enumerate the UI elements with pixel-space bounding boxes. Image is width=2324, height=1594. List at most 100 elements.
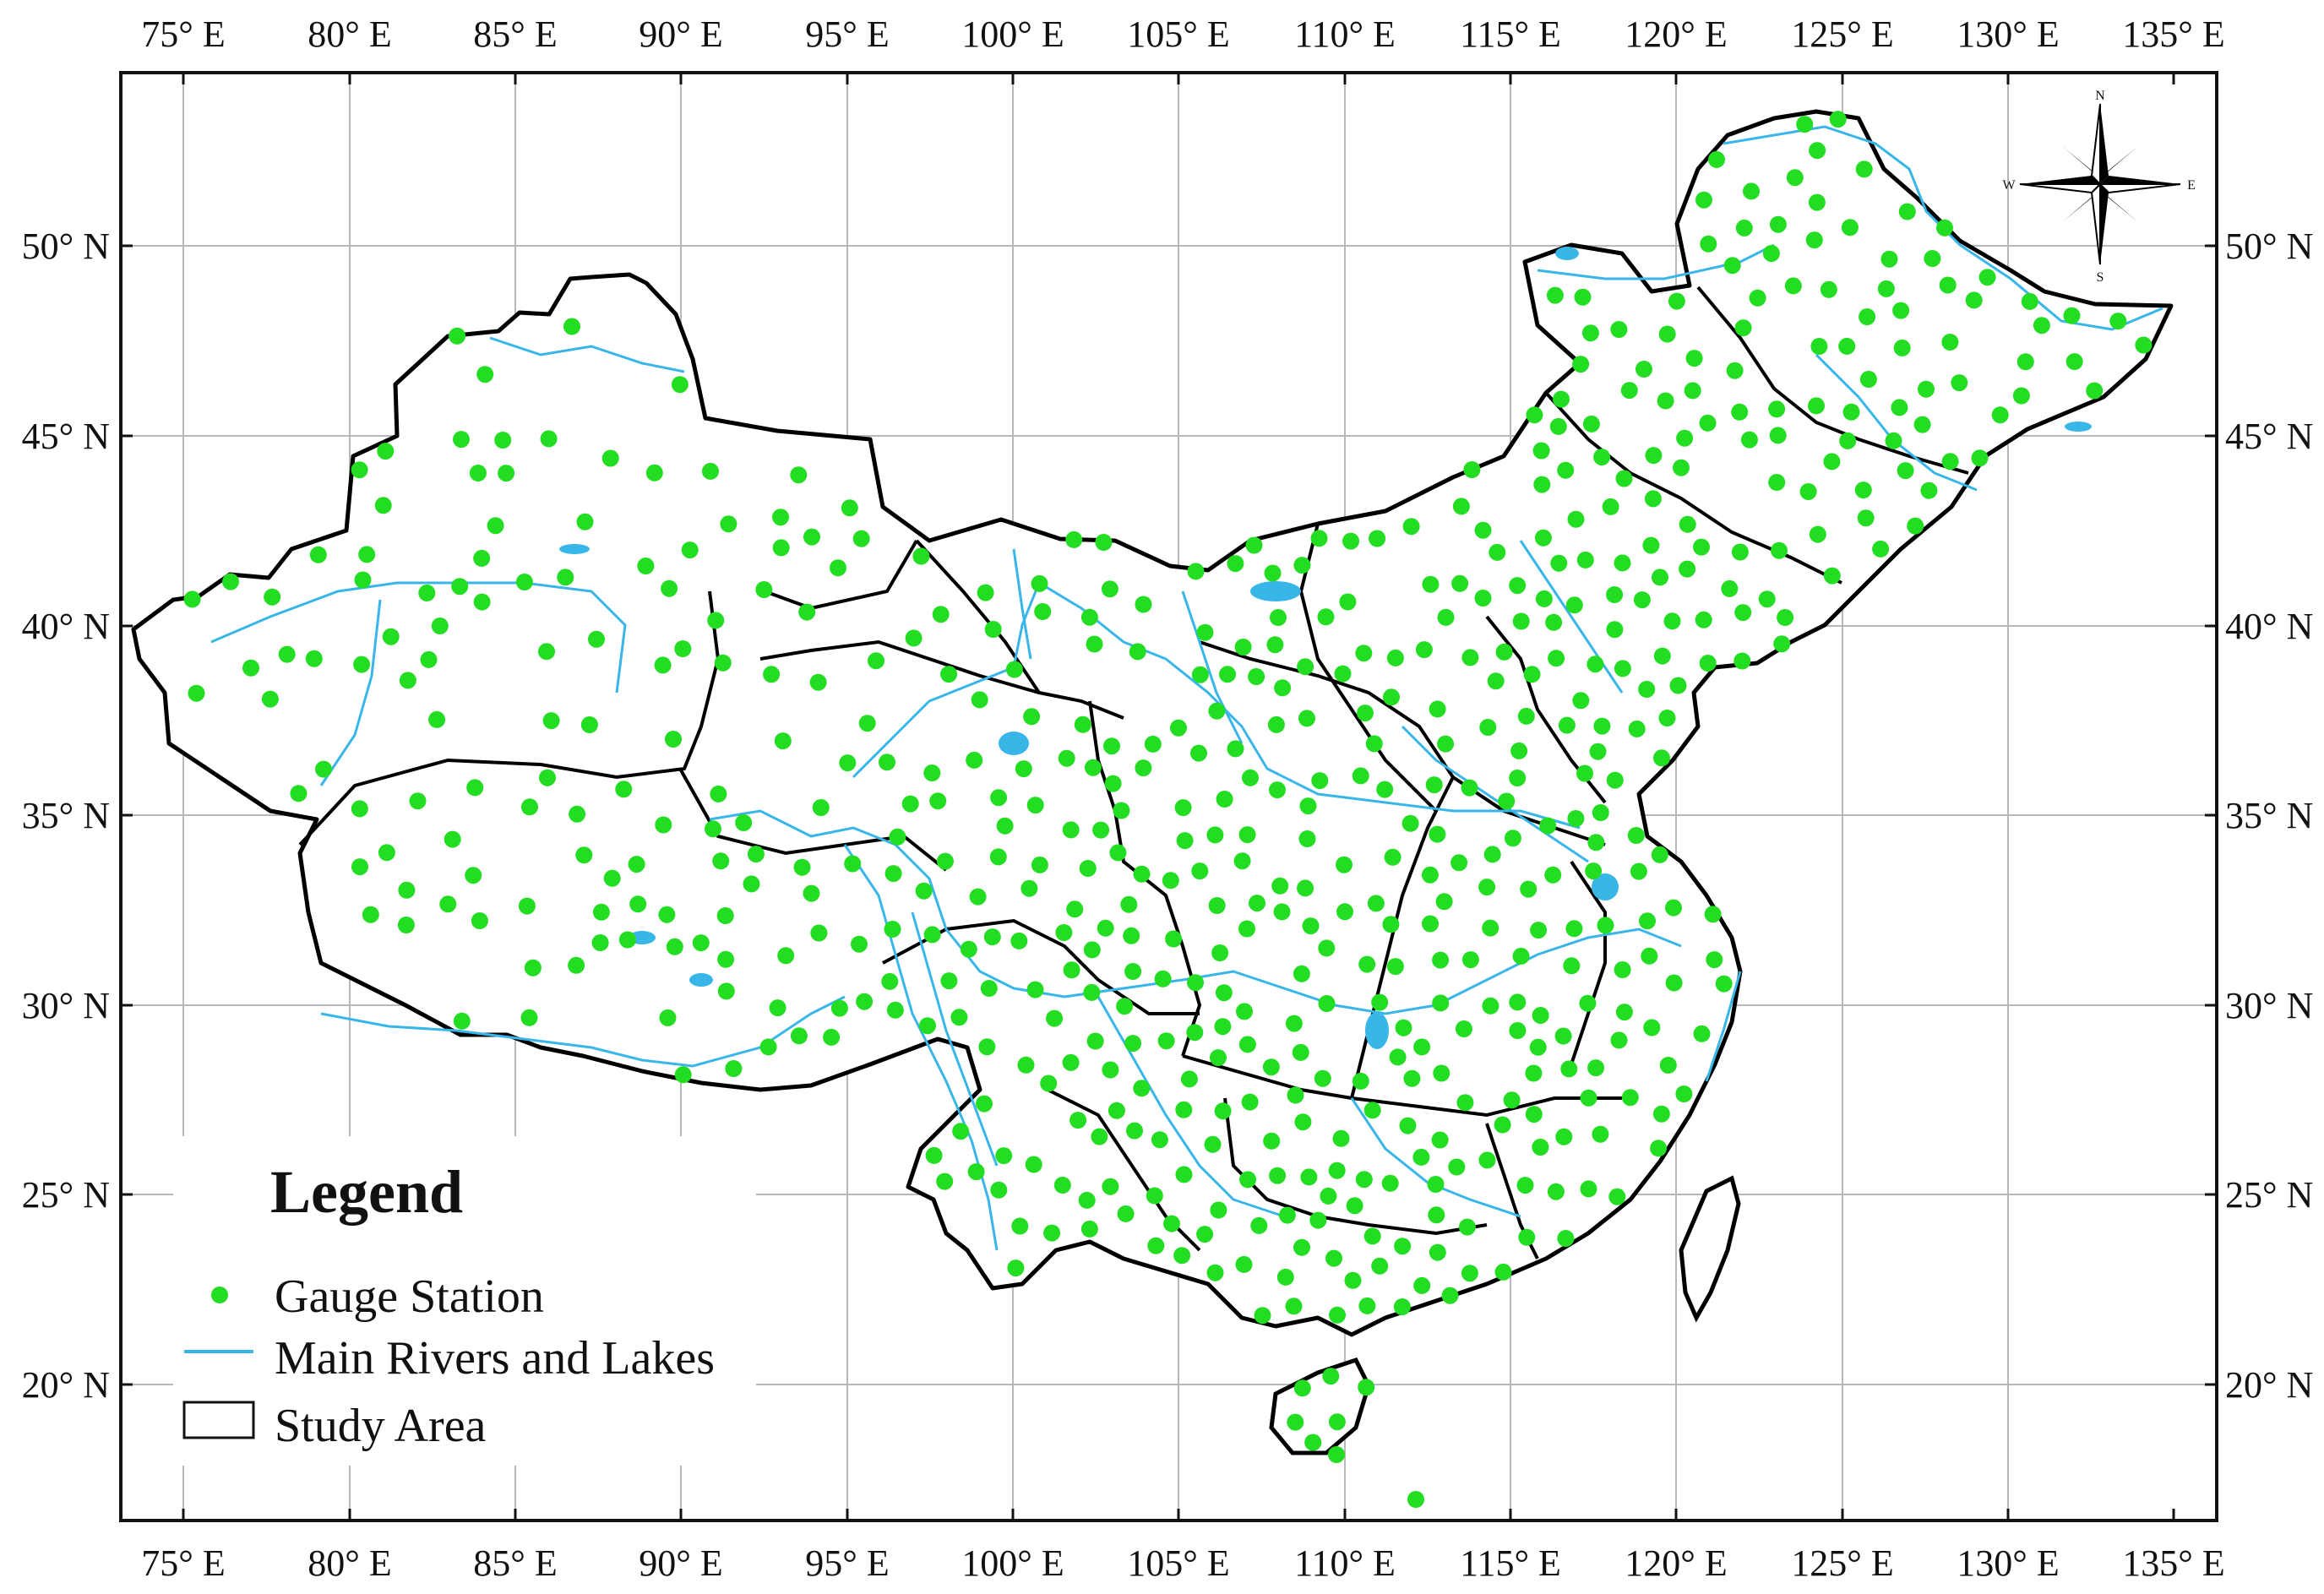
y-tick-label-left: 40° N (22, 606, 110, 647)
gauge-station-point (1206, 826, 1224, 844)
gauge-station-point (1628, 720, 1646, 737)
gauge-station-point (661, 579, 678, 597)
gauge-station-point (940, 666, 958, 683)
gauge-station-point (1384, 848, 1401, 866)
gauge-station-point (1859, 308, 1876, 325)
gauge-station-point (1233, 852, 1251, 870)
gauge-station-point (1215, 984, 1233, 1002)
gauge-station-point (1638, 681, 1656, 698)
gauge-station-point (1007, 1259, 1025, 1277)
gauge-station-point (1653, 749, 1670, 767)
gauge-station-point (1428, 1206, 1445, 1224)
gauge-station-point (2135, 336, 2153, 354)
y-tick-label-left: 50° N (22, 226, 110, 267)
y-axis-labels-right: 20° N 25° N 30° N 35° N 40° N 45° N 50° N (2225, 226, 2313, 1406)
gauge-station-point (1518, 1228, 1536, 1246)
gauge-station-point (1097, 919, 1114, 937)
gauge-station-point (1086, 635, 1103, 653)
gauge-station-point (1422, 575, 1440, 593)
gauge-station-point (1285, 1015, 1303, 1032)
gauge-station-point (1939, 276, 1957, 294)
gauge-station-point (1293, 1238, 1310, 1256)
x-tick-label-top: 105° E (1127, 14, 1229, 55)
gauge-station-point (1549, 417, 1567, 435)
gauge-station-point (1509, 993, 1527, 1011)
gauge-station-point (1328, 1446, 1345, 1463)
gauge-station-point (1241, 1093, 1259, 1111)
gauge-station-point (351, 858, 368, 876)
gauge-station-point (1123, 927, 1140, 944)
gauge-station-point (1227, 555, 1244, 573)
gauge-station-point (409, 792, 427, 810)
gauge-station-point (1494, 1116, 1511, 1134)
gauge-station-point (1555, 1128, 1573, 1145)
gauge-station-point (1393, 1298, 1411, 1315)
gauge-station-point (1452, 498, 1470, 515)
gauge-station-point (1855, 160, 1873, 178)
gauge-station-point (1017, 1056, 1035, 1074)
gauge-station-point (1357, 705, 1374, 722)
gauge-station-point (1126, 1122, 1143, 1140)
gauge-station-point (1386, 649, 1404, 666)
gauge-station-point (498, 465, 515, 482)
gauge-station-point (1369, 530, 1386, 547)
gauge-station-point (830, 999, 848, 1017)
gauge-station-point (428, 710, 446, 728)
gauge-station-point (618, 931, 636, 949)
gauge-station-point (1857, 509, 1875, 527)
gauge-station-point (1580, 1089, 1597, 1107)
gauge-station-point (952, 1123, 970, 1140)
gauge-station-point (1287, 1413, 1304, 1431)
gauge-station-point (1274, 679, 1292, 697)
gauge-station-point (884, 921, 901, 938)
gauge-station-point (449, 327, 466, 345)
gauge-station-point (725, 1060, 743, 1077)
gauge-station-point (1389, 1048, 1407, 1066)
gauge-station-point (1734, 319, 1752, 337)
gauge-station-point (351, 800, 368, 818)
gauge-station-point (971, 691, 988, 709)
gauge-station-point (539, 769, 556, 786)
gauge-station-point (717, 950, 735, 968)
gauge-station-point (1557, 1230, 1575, 1247)
gauge-station-point (1235, 1255, 1253, 1273)
gauge-station-point (1593, 449, 1611, 466)
compass-n: N (2095, 89, 2105, 103)
gauge-station-point (1190, 744, 1207, 762)
gauge-station-point (471, 912, 488, 929)
gauge-station-point (1808, 397, 1825, 415)
gauge-station-point (1576, 551, 1594, 569)
gauge-station-point (1242, 769, 1259, 786)
gauge-station-point (1204, 1135, 1222, 1153)
gauge-station-point (1644, 490, 1662, 508)
gauge-station-point (1768, 400, 1786, 418)
gauge-station-point (1504, 830, 1521, 847)
gauge-station-point (720, 515, 737, 533)
gauge-station-point (1558, 716, 1576, 734)
gauge-station-point (515, 574, 533, 590)
gauge-station-point (674, 640, 692, 657)
gauge-station-point (1936, 219, 1953, 237)
gauge-station-point (1318, 939, 1336, 957)
gauge-station-point (1270, 609, 1287, 626)
gauge-station-point (1151, 1131, 1168, 1149)
gauge-station-point (1135, 759, 1152, 777)
gauge-station-point (1733, 652, 1751, 670)
gauge-station-point (439, 895, 457, 913)
gauge-station-point (1877, 280, 1895, 297)
gauge-station-point (1092, 821, 1110, 839)
gauge-station-point (1129, 643, 1146, 661)
gauge-station-point (1102, 1178, 1119, 1195)
gauge-station-point (628, 856, 645, 873)
gauge-station-point (1010, 932, 1028, 949)
gauge-station-point (569, 805, 586, 823)
gauge-station-point (1262, 1058, 1280, 1076)
gauge-station-point (774, 732, 792, 750)
gauge-station-point (398, 881, 416, 899)
y-tick-label-left: 30° N (22, 985, 110, 1026)
gauge-station-point (420, 650, 438, 668)
gauge-station-point (1523, 666, 1541, 683)
gauge-station-point (1951, 374, 1968, 392)
gauge-station-point (1550, 554, 1568, 572)
gauge-station-point (1520, 880, 1538, 898)
